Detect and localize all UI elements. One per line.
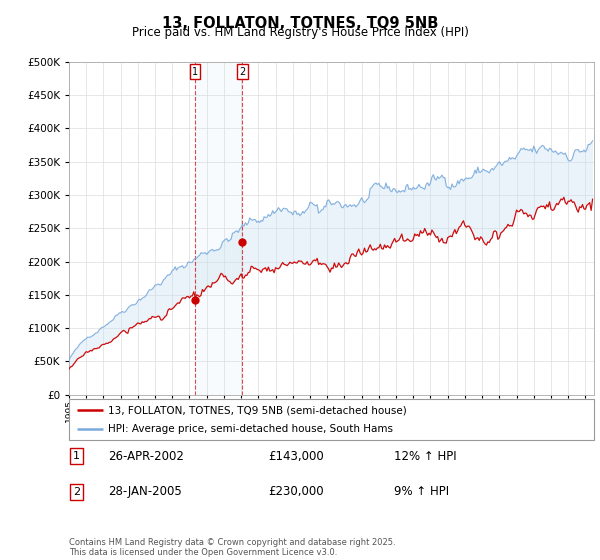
Bar: [195, 62, 242, 395]
Text: 26-APR-2002: 26-APR-2002: [109, 450, 184, 463]
Text: 2: 2: [239, 67, 245, 77]
Text: 1: 1: [73, 451, 80, 461]
Text: 13, FOLLATON, TOTNES, TQ9 5NB: 13, FOLLATON, TOTNES, TQ9 5NB: [162, 16, 438, 31]
Text: 1: 1: [192, 67, 198, 77]
Text: 13, FOLLATON, TOTNES, TQ9 5NB (semi-detached house): 13, FOLLATON, TOTNES, TQ9 5NB (semi-deta…: [109, 405, 407, 415]
Text: Contains HM Land Registry data © Crown copyright and database right 2025.
This d: Contains HM Land Registry data © Crown c…: [69, 538, 395, 557]
Text: Price paid vs. HM Land Registry's House Price Index (HPI): Price paid vs. HM Land Registry's House …: [131, 26, 469, 39]
Text: HPI: Average price, semi-detached house, South Hams: HPI: Average price, semi-detached house,…: [109, 424, 394, 433]
Text: £230,000: £230,000: [269, 486, 324, 498]
Text: 12% ↑ HPI: 12% ↑ HPI: [395, 450, 457, 463]
FancyBboxPatch shape: [69, 399, 594, 440]
Text: 9% ↑ HPI: 9% ↑ HPI: [395, 486, 449, 498]
Text: 28-JAN-2005: 28-JAN-2005: [109, 486, 182, 498]
Text: £143,000: £143,000: [269, 450, 324, 463]
Text: 2: 2: [73, 487, 80, 497]
